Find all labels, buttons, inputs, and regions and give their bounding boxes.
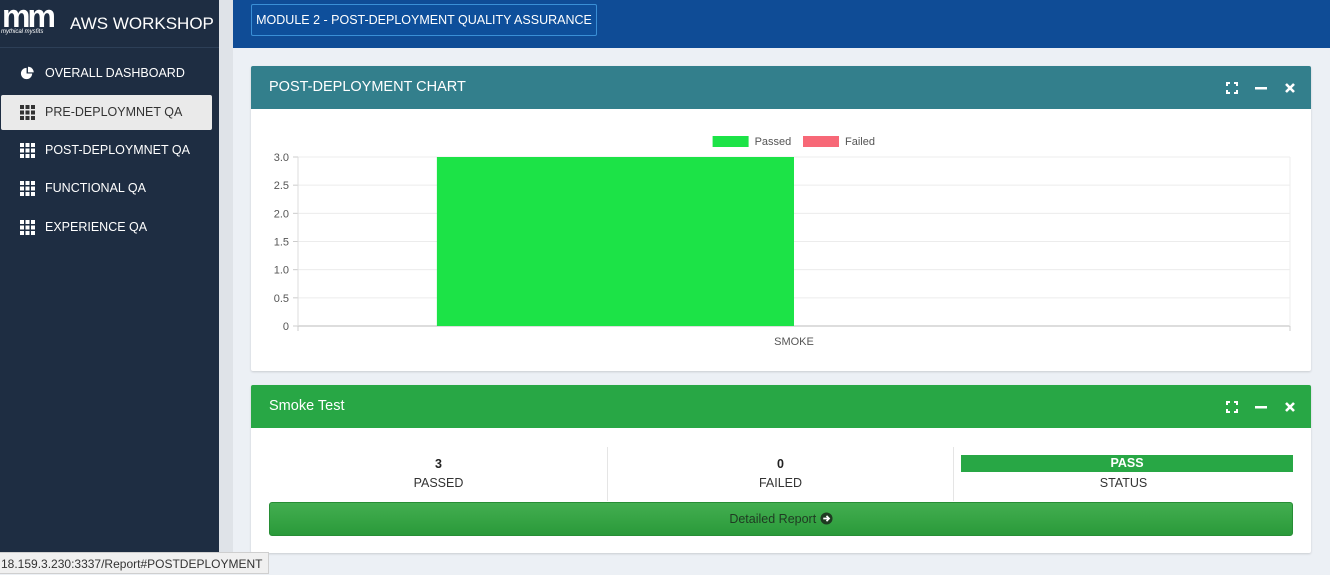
sidebar-item-functional-qa[interactable]: FUNCTIONAL QA <box>1 171 212 206</box>
failed-stat: 0 FAILED <box>611 447 950 501</box>
grid-icon <box>20 181 35 196</box>
sidebar-item-experience-qa[interactable]: EXPERIENCE QA <box>1 210 212 245</box>
logo[interactable]: mm mythical mysfits AWS WORKSHOP <box>0 0 219 48</box>
sidebar-item-label: PRE-DEPLOYMNET QA <box>45 105 183 119</box>
logo-subtitle: mythical mysfits <box>1 29 44 35</box>
status-stat: PASS STATUS <box>954 447 1293 501</box>
expand-icon[interactable] <box>1225 400 1239 414</box>
grid-icon <box>20 143 35 158</box>
panel-tools <box>1210 66 1297 109</box>
sidebar-scroll-gutter <box>219 0 233 574</box>
passed-count: 3 <box>435 457 442 471</box>
chart-panel-title: POST-DEPLOYMENT CHART <box>269 79 466 95</box>
failed-count: 0 <box>777 457 784 471</box>
sidebar-item-label: OVERALL DASHBOARD <box>45 66 185 80</box>
passed-stat: 3 PASSED <box>269 447 608 501</box>
sidebar-item-label: EXPERIENCE QA <box>45 220 148 234</box>
detailed-report-button[interactable]: Detailed Report <box>269 502 1293 536</box>
sidebar-item-label: FUNCTIONAL QA <box>45 181 146 195</box>
panel-tools <box>1210 385 1297 428</box>
logo-mark: mm <box>2 0 56 34</box>
status-bar-url: 18.159.3.230:3337/Report#POSTDEPLOYMENT <box>0 552 270 574</box>
smoke-panel-header: Smoke Test <box>251 385 1311 428</box>
stat-divider <box>607 447 608 501</box>
status-label: STATUS <box>1099 476 1148 490</box>
pie-chart-icon <box>20 66 34 80</box>
smoke-panel-title: Smoke Test <box>269 398 345 414</box>
sidebar-item-post-deployment-qa[interactable]: POST-DEPLOYMNET QA <box>1 133 212 168</box>
expand-icon[interactable] <box>1225 81 1239 95</box>
detailed-report-label: Detailed Report <box>729 512 817 526</box>
chart-panel-header: POST-DEPLOYMENT CHART <box>251 66 1311 109</box>
module-button[interactable]: MODULE 2 - POST-DEPLOYMENT QUALITY ASSUR… <box>251 4 597 36</box>
chart-panel: POST-DEPLOYMENT CHART <box>251 66 1311 371</box>
minimize-icon[interactable] <box>1254 400 1268 414</box>
sidebar-item-overall-dashboard[interactable]: OVERALL DASHBOARD <box>1 56 212 91</box>
sidebar-item-label: POST-DEPLOYMNET QA <box>45 143 190 157</box>
close-icon[interactable] <box>1283 81 1297 95</box>
grid-icon <box>20 105 35 120</box>
sidebar-item-pre-deployment-qa[interactable]: PRE-DEPLOYMNET QA <box>1 95 212 130</box>
status-badge: PASS <box>961 455 1293 472</box>
stat-divider <box>953 447 954 501</box>
sidebar: mm mythical mysfits AWS WORKSHOP OVERALL… <box>0 0 219 574</box>
failed-label: FAILED <box>758 476 803 490</box>
grid-icon <box>20 220 35 235</box>
minimize-icon[interactable] <box>1254 81 1268 95</box>
app-title: AWS WORKSHOP <box>70 14 214 33</box>
close-icon[interactable] <box>1283 400 1297 414</box>
passed-label: PASSED <box>413 476 464 490</box>
arrow-circle-right-icon <box>820 512 833 525</box>
